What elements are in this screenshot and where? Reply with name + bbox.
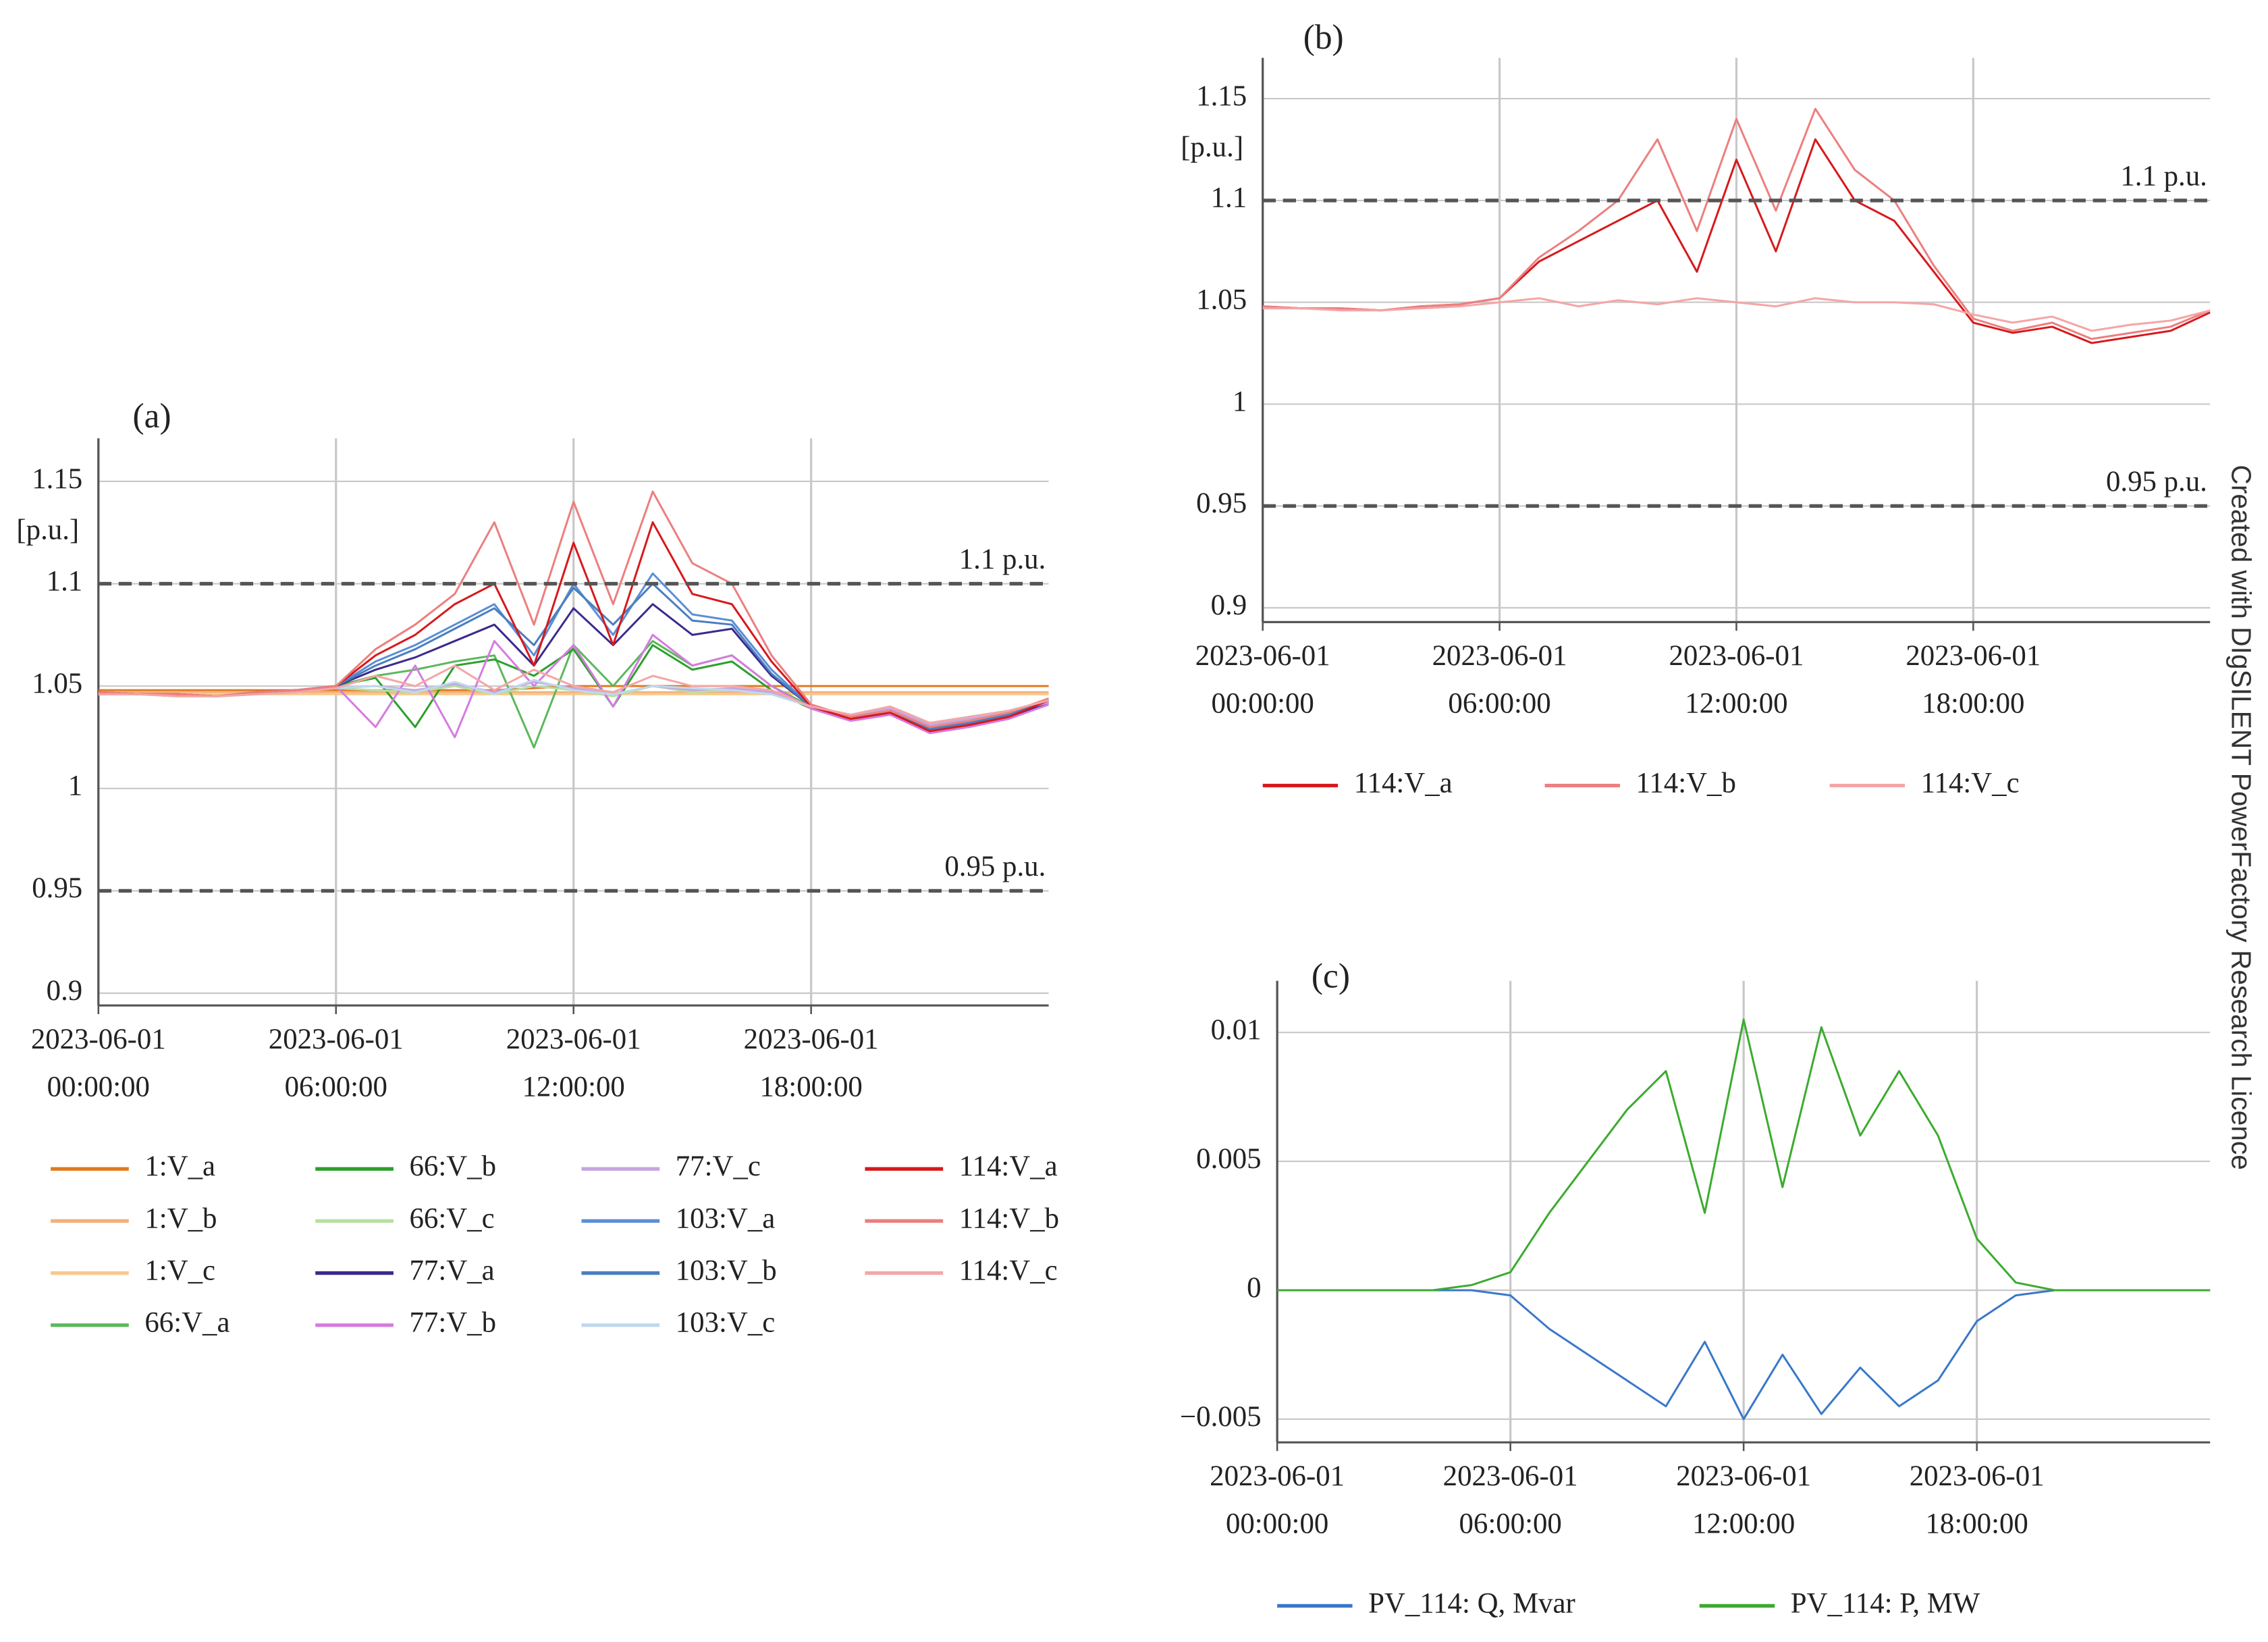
legend-label: 66:V_b — [409, 1150, 496, 1182]
x-tick-label: 2023-06-01 18:00:00 — [1906, 640, 2041, 720]
x-tick-label: 2023-06-01 18:00:00 — [744, 1024, 879, 1103]
legend-label: 114:V_c — [959, 1254, 1058, 1286]
legend-label: 77:V_a — [409, 1254, 494, 1286]
legend-label: 114:V_b — [1636, 767, 1736, 799]
legend-label: 103:V_a — [676, 1202, 776, 1234]
reference-label: 1.1 p.u. — [959, 544, 1046, 575]
legend-label: 114:V_a — [1354, 767, 1453, 799]
panel-title: (c) — [1312, 957, 1350, 995]
legend-label: 103:V_c — [676, 1307, 776, 1339]
y-tick-label: −0.005 — [1180, 1401, 1262, 1433]
series-line — [98, 490, 1050, 729]
x-tick-label: 2023-06-01 06:00:00 — [1432, 640, 1567, 720]
legend-label: PV_114: P, MW — [1791, 1587, 1980, 1619]
y-tick-label: 1.15 — [1196, 80, 1247, 112]
legend-label: 1:V_b — [144, 1202, 217, 1234]
y-tick-label: 0 — [1247, 1272, 1261, 1304]
panel-title: (a) — [133, 397, 171, 435]
series-line — [1262, 297, 2211, 332]
y-tick-label: 1.15 — [32, 463, 82, 495]
y-tick-label: 1.05 — [32, 668, 82, 699]
series-line — [1277, 1018, 2211, 1292]
x-tick-label: 2023-06-01 00:00:00 — [1195, 640, 1330, 720]
legend-label: 114:V_a — [959, 1150, 1058, 1182]
x-tick-label: 2023-06-01 06:00:00 — [269, 1024, 404, 1103]
legend-label: 1:V_a — [144, 1150, 215, 1182]
y-tick-label: 0.95 — [32, 872, 82, 904]
y-tick-label: 1 — [1233, 386, 1247, 417]
y-tick-label: 0.01 — [1211, 1014, 1262, 1046]
series-line — [1262, 107, 2211, 340]
y-tick-label: 1.1 — [47, 565, 83, 597]
x-tick-label: 2023-06-01 12:00:00 — [506, 1024, 641, 1103]
y-axis-unit: [p.u.] — [1181, 131, 1243, 163]
legend-label: 1:V_c — [144, 1254, 215, 1286]
reference-label: 0.95 p.u. — [2106, 466, 2207, 498]
x-tick-label: 2023-06-01 00:00:00 — [1210, 1460, 1345, 1540]
y-tick-label: 1.1 — [1211, 182, 1247, 214]
legend-label: 114:V_c — [1921, 767, 2020, 799]
legend-label: 66:V_a — [144, 1307, 230, 1339]
legend-label: 77:V_b — [409, 1307, 496, 1339]
x-tick-label: 2023-06-01 18:00:00 — [1910, 1460, 2045, 1540]
legend-label: 77:V_c — [676, 1150, 761, 1182]
y-tick-label: 1.05 — [1196, 284, 1247, 316]
legend-label: 103:V_b — [676, 1254, 777, 1286]
legend-label: 114:V_b — [959, 1202, 1059, 1234]
x-tick-label: 2023-06-01 06:00:00 — [1443, 1460, 1578, 1540]
y-tick-label: 0.005 — [1196, 1143, 1261, 1175]
series-line — [98, 664, 1049, 724]
legend-label: 66:V_c — [409, 1202, 494, 1234]
x-tick-label: 2023-06-01 00:00:00 — [31, 1024, 166, 1103]
y-tick-label: 0.9 — [1211, 589, 1247, 621]
y-tick-label: 0.95 — [1196, 487, 1247, 519]
y-tick-label: 0.9 — [47, 975, 83, 1007]
x-tick-label: 2023-06-01 12:00:00 — [1676, 1460, 1811, 1540]
reference-label: 0.95 p.u. — [944, 851, 1046, 882]
reference-label: 1.1 p.u. — [2120, 161, 2207, 192]
legend-label: PV_114: Q, Mvar — [1368, 1587, 1575, 1619]
panel-title: (b) — [1303, 18, 1344, 57]
y-axis-unit: [p.u.] — [16, 514, 79, 546]
x-tick-label: 2023-06-01 12:00:00 — [1669, 640, 1804, 720]
watermark: Created with DIgSILENT PowerFactory Rese… — [2225, 465, 2257, 1169]
y-tick-label: 1 — [68, 770, 82, 802]
